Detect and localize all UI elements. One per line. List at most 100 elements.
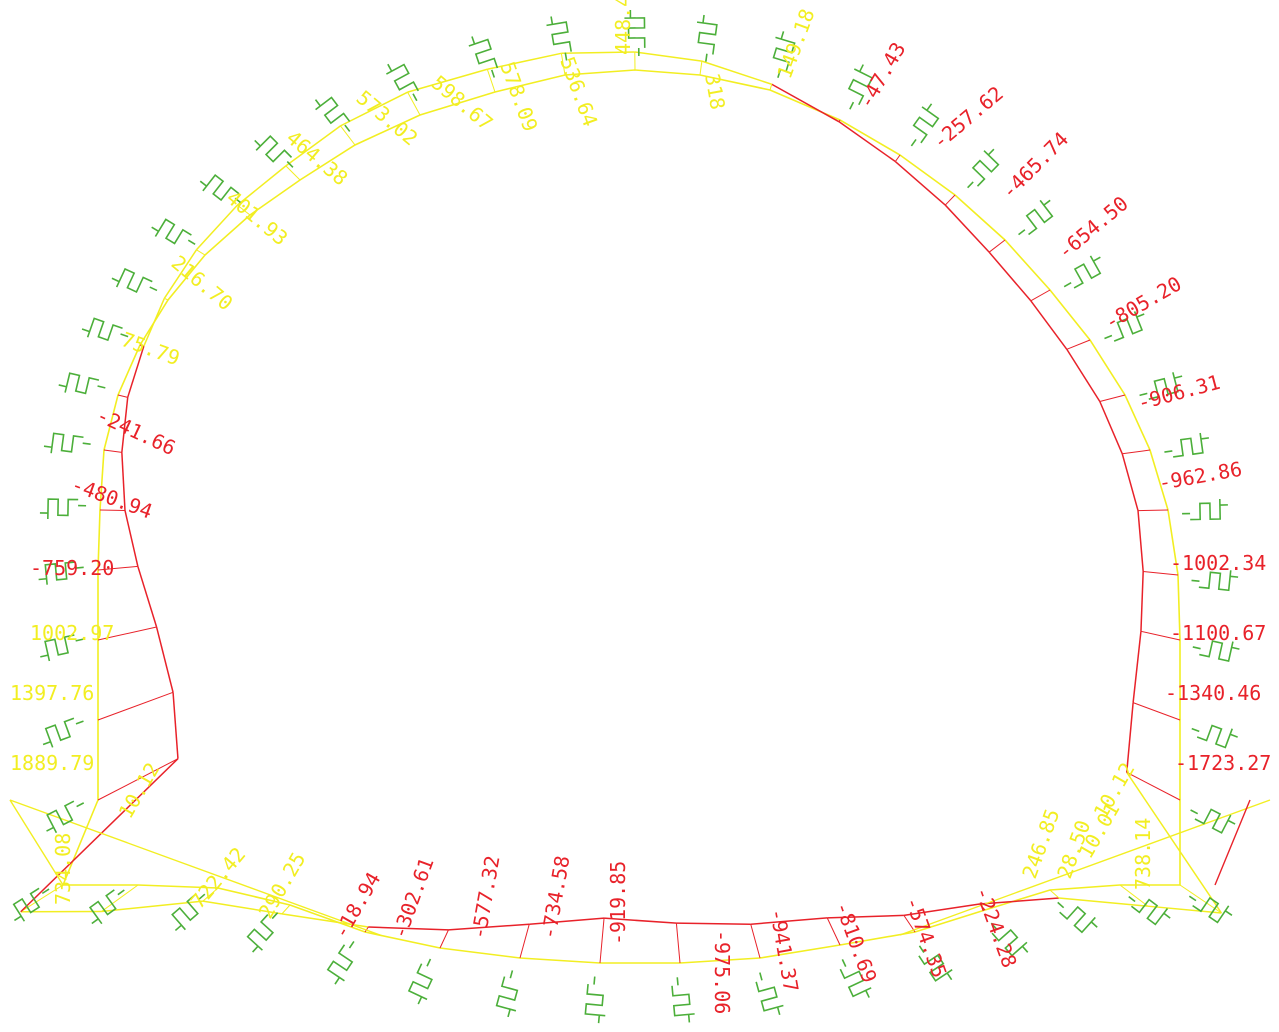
moment-value-label: 1002.97	[30, 621, 114, 645]
moment-value-label: 734.08	[51, 833, 75, 905]
moment-envelope-segment	[1058, 897, 1148, 907]
moment-ordinate	[202, 887, 219, 902]
corner-link-left	[9, 799, 64, 886]
spring-symbol	[43, 432, 91, 454]
spring-glyph	[990, 922, 1029, 957]
moment-ordinate	[560, 53, 566, 76]
moment-ordinate	[1132, 702, 1181, 721]
moment-value-label: -919.85	[606, 861, 630, 945]
moment-ordinate	[97, 626, 157, 641]
moment-ordinate	[1119, 884, 1149, 907]
moment-ordinate	[117, 394, 128, 398]
spring-symbol	[847, 64, 874, 110]
invert-link-left	[9, 799, 381, 936]
spring-glyph	[1018, 199, 1054, 236]
spring-symbol	[1182, 499, 1228, 521]
spring-symbol	[772, 31, 796, 78]
spring-glyph	[546, 16, 572, 61]
corner-link-right	[1214, 799, 1251, 886]
moment-ordinate	[988, 239, 1006, 253]
spring-symbol	[546, 16, 572, 61]
moment-envelope-segment	[1099, 401, 1123, 455]
spring-symbol	[584, 976, 606, 1024]
spring-symbol	[386, 63, 419, 102]
spring-glyph	[847, 64, 874, 110]
moment-envelope-segment	[1126, 771, 1223, 914]
moment-envelope-segment	[529, 917, 605, 925]
spring-glyph	[1057, 901, 1098, 934]
moment-value-label: -975.06	[710, 930, 734, 1014]
spring-glyph	[12, 887, 50, 922]
spring-symbols	[12, 10, 1240, 1024]
moment-ordinate	[101, 884, 139, 912]
moment-ordinate	[486, 69, 496, 93]
moment-value-label: -47.43	[854, 38, 911, 113]
moment-value-label: -1340.46	[1165, 681, 1261, 705]
moment-value-labels: 536.64 448.44 318 149.18 -47.43 -257.62-465.7…	[10, 0, 1271, 1014]
moment-envelope-segment	[137, 566, 158, 628]
moment-envelope-segment	[172, 692, 179, 759]
invert-link-right	[899, 799, 1271, 936]
moment-value-label: 290.25	[254, 848, 311, 923]
spring-symbol	[199, 173, 242, 204]
spring-symbol	[254, 135, 294, 168]
spring-glyph	[111, 267, 158, 293]
spring-symbol	[46, 800, 85, 834]
moment-value-label: 10.12	[114, 758, 165, 822]
moment-envelope-segment	[143, 298, 166, 347]
spring-symbol	[1191, 724, 1238, 749]
moment-envelope-segment	[827, 914, 904, 919]
moment-envelope-segment	[163, 249, 198, 299]
moment-value-label: 149.18	[772, 6, 819, 82]
moment-envelope-segment	[838, 121, 896, 163]
moment-ordinate	[1066, 339, 1091, 350]
moment-ordinate	[675, 923, 681, 964]
moment-envelope-segment	[448, 923, 530, 931]
moment-envelope-segment	[407, 68, 488, 93]
moment-envelope-segment	[127, 346, 145, 398]
moment-envelope-segment	[603, 917, 677, 924]
moment-ordinate	[1122, 449, 1151, 455]
spring-symbol	[1139, 372, 1183, 400]
moment-ordinate	[1099, 394, 1126, 402]
moment-ordinate	[97, 565, 138, 571]
moment-ordinate	[699, 61, 703, 76]
moment-envelope-segment	[236, 165, 287, 206]
moment-ordinate	[439, 929, 449, 949]
moment-ordinate	[103, 449, 122, 453]
moment-envelope-segment	[979, 897, 1059, 905]
spring-glyph	[624, 10, 646, 56]
spring-glyph	[1063, 255, 1102, 289]
moment-ordinate	[407, 91, 421, 116]
moment-value-label: -805.20	[1101, 271, 1186, 334]
moment-value-label: -224.28	[970, 884, 1021, 971]
spring-symbol	[326, 940, 355, 985]
spring-glyph	[199, 173, 242, 204]
moment-envelope-segment	[20, 758, 179, 913]
moment-value-label: -577.32	[466, 854, 504, 941]
moment-value-label: -1100.67	[1170, 621, 1266, 645]
moment-value-label: -759.20	[30, 556, 114, 580]
spring-symbol	[910, 103, 940, 147]
moment-envelope-segment	[988, 251, 1032, 302]
spring-symbol	[58, 372, 106, 395]
spring-glyph	[88, 889, 125, 925]
moment-ordinate	[599, 918, 605, 964]
spring-glyph	[495, 970, 519, 1018]
spring-symbol	[967, 148, 1000, 189]
spring-symbol	[407, 958, 433, 1005]
spring-symbol	[38, 561, 84, 585]
moment-envelope-segment	[101, 900, 204, 913]
moment-ordinate	[1126, 771, 1181, 801]
moment-value-label: -1723.27	[1175, 751, 1271, 775]
moment-value-label: -257.62	[928, 81, 1008, 154]
moment-envelope-segment	[894, 160, 946, 206]
spring-symbol	[1104, 311, 1145, 342]
spring-glyph	[1190, 808, 1236, 834]
moment-value-label: 578.09	[495, 59, 542, 135]
moment-ordinate	[519, 924, 530, 959]
moment-envelope-segment	[487, 52, 562, 71]
spring-glyph	[171, 893, 206, 932]
moment-envelope-segment	[155, 626, 174, 693]
